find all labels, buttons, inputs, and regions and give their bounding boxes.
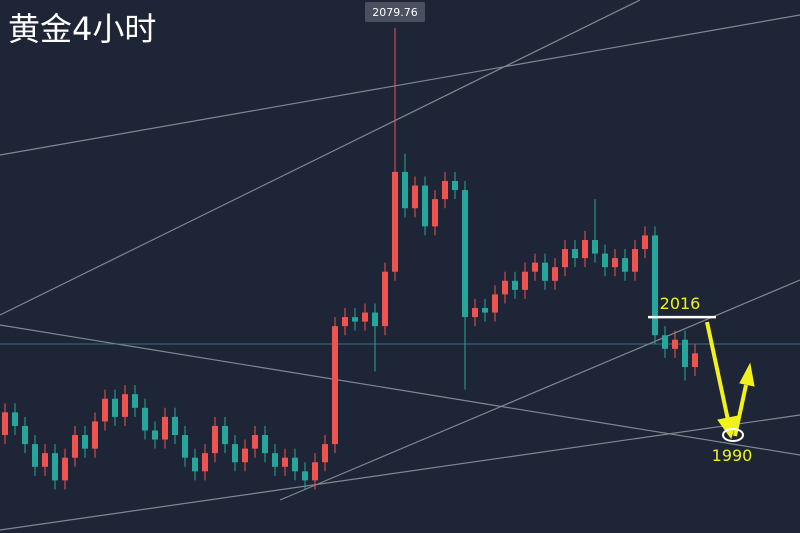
candle-body (382, 271, 388, 327)
candle-body (122, 394, 128, 417)
candle-body (242, 448, 248, 463)
candle-body (22, 425, 28, 445)
candle-body (452, 180, 458, 191)
candle-body (512, 280, 518, 290)
candle-body (192, 457, 198, 472)
chart-title: 黄金4小时 (8, 10, 156, 48)
candles (2, 27, 698, 490)
arrow-head (717, 415, 739, 440)
price-tag: 2079.76 (372, 6, 418, 19)
trendline (0, 414, 800, 531)
candle-body (492, 294, 498, 313)
candle-body (212, 425, 218, 454)
candle-body (62, 457, 68, 481)
candle-body (672, 339, 678, 349)
candle-body (612, 258, 618, 268)
candle-body (502, 280, 508, 295)
candle-body (592, 239, 598, 254)
candle-body (562, 249, 568, 268)
price-tag-box (365, 2, 425, 22)
arrow-head (739, 362, 755, 387)
candle-body (252, 435, 258, 449)
arrow-up (733, 384, 748, 437)
candle-body (72, 435, 78, 458)
candle-body (462, 190, 468, 318)
candle-body (112, 398, 118, 417)
candle-body (312, 462, 318, 481)
candle-body (642, 235, 648, 250)
candle-body (222, 425, 228, 445)
candle-body (322, 444, 328, 463)
arrow-down (705, 321, 730, 421)
candle-body (202, 453, 208, 472)
candle-body (92, 421, 98, 449)
candle-body (342, 317, 348, 327)
level-label: 1990 (712, 446, 753, 465)
candle-body (662, 335, 668, 349)
candle-body (142, 407, 148, 431)
forecast-arrows (705, 321, 755, 440)
candle-body (352, 317, 358, 322)
candle-body (282, 457, 288, 467)
candle-body (582, 239, 588, 259)
level-marker (722, 428, 744, 443)
candle-body (32, 444, 38, 467)
candle-body (402, 171, 408, 209)
candle-body (532, 262, 538, 272)
candle-body (572, 249, 578, 259)
candle-body (132, 394, 138, 408)
candle-body (412, 185, 418, 209)
candle-body (2, 412, 8, 436)
candle-body (632, 249, 638, 272)
trendline (0, 14, 800, 156)
candle-body (482, 308, 488, 313)
candle-body (392, 171, 398, 272)
candle-body (42, 453, 48, 467)
candle-body (232, 444, 238, 463)
level-label: 2016 (660, 294, 701, 313)
candle-body (602, 253, 608, 268)
candle-body (622, 258, 628, 272)
candle-body (82, 435, 88, 449)
candle-body (442, 180, 448, 200)
candle-body (102, 398, 108, 422)
candle-body (682, 339, 688, 367)
candle-body (12, 412, 18, 426)
candle-body (262, 435, 268, 454)
candle-body (522, 271, 528, 290)
candle-body (652, 235, 658, 336)
candle-body (162, 416, 168, 440)
candle-body (542, 262, 548, 281)
candle-body (152, 430, 158, 440)
candle-body (432, 199, 438, 227)
candle-body (292, 457, 298, 472)
trendline (0, 0, 641, 316)
candle-body (302, 471, 308, 481)
candle-body (332, 326, 338, 445)
candle-body (372, 312, 378, 327)
candle-body (472, 308, 478, 318)
candle-body (692, 353, 698, 367)
candle-body (182, 435, 188, 458)
candle-body (52, 453, 58, 481)
candle-body (272, 453, 278, 467)
candle-body (552, 267, 558, 281)
candle-body (362, 312, 368, 322)
candle-body (172, 416, 178, 436)
candle-body (422, 185, 428, 227)
trendline (0, 324, 800, 456)
